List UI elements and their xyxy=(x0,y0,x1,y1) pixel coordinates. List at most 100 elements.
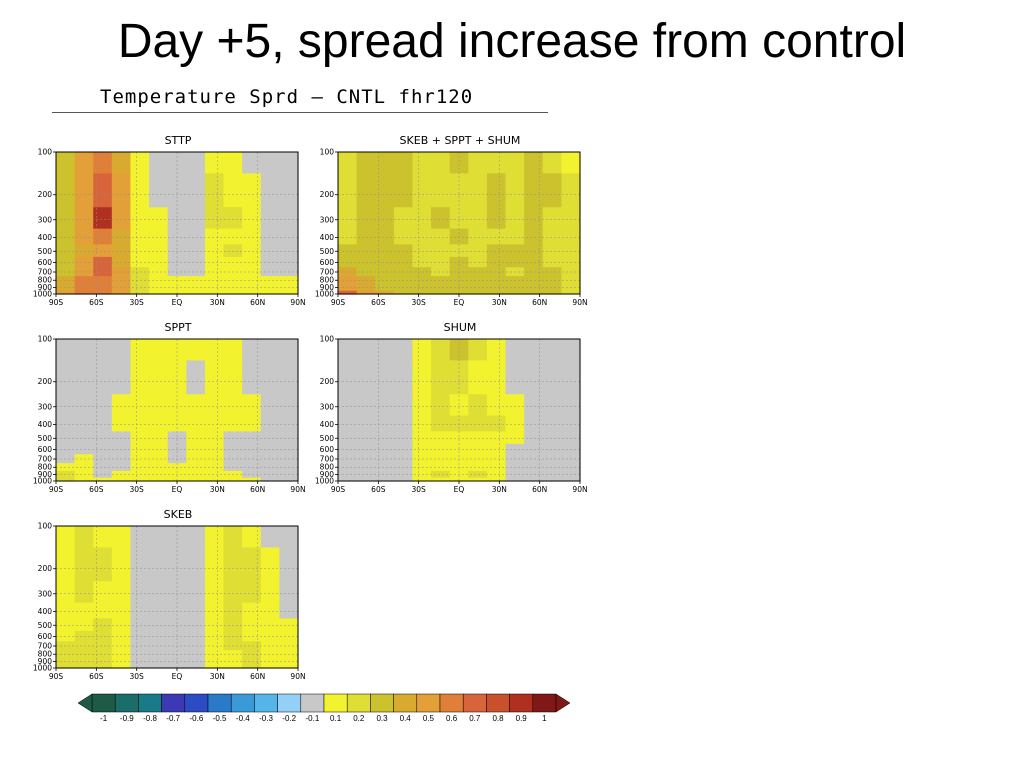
heatmap-cell xyxy=(223,664,243,669)
heatmap-cell xyxy=(356,152,376,174)
heatmap-cell xyxy=(242,207,262,230)
heatmap-cell xyxy=(412,152,432,174)
heatmap-cell xyxy=(468,394,488,417)
heatmap-cell xyxy=(242,454,262,464)
heatmap-cell xyxy=(111,431,132,445)
heatmap-cell xyxy=(431,477,451,482)
colorbar-label: -0.5 xyxy=(212,714,227,723)
heatmap-cell xyxy=(338,244,358,258)
heatmap-cell xyxy=(186,431,206,445)
heatmap-cell xyxy=(186,360,206,395)
heatmap-cell xyxy=(561,431,581,445)
y-tick-label: 1000 xyxy=(33,290,52,299)
heatmap-cell xyxy=(242,228,262,245)
heatmap-cell xyxy=(260,581,280,604)
panel-title: SHUM xyxy=(443,321,477,334)
heatmap-cell xyxy=(468,283,488,292)
colorbar-label: -0.1 xyxy=(305,714,320,723)
y-tick-label: 800 xyxy=(38,650,53,659)
heatmap-cell xyxy=(130,173,150,208)
heatmap-cell xyxy=(279,526,299,548)
heatmap-cell xyxy=(242,618,262,632)
heatmap-cell xyxy=(242,394,262,417)
heatmap-cell xyxy=(356,360,376,395)
heatmap-cell xyxy=(149,443,169,455)
colorbar-label: -0.4 xyxy=(235,714,250,723)
heatmap-cell xyxy=(204,228,225,245)
y-tick-label: 400 xyxy=(38,607,53,616)
heatmap-cell xyxy=(242,443,262,455)
heatmap-cell xyxy=(74,547,94,582)
heatmap-cell xyxy=(223,547,243,582)
heatmap-cell xyxy=(449,228,469,245)
heatmap-cell xyxy=(204,470,225,479)
colorbar-swatch xyxy=(416,693,441,713)
heatmap-cells xyxy=(56,526,299,669)
heatmap-cell xyxy=(93,581,113,604)
heatmap-cell xyxy=(412,207,432,230)
heatmap-cell xyxy=(130,431,150,445)
colorbar-swatch xyxy=(346,693,371,713)
heatmap-cell xyxy=(542,152,562,174)
heatmap-cell xyxy=(204,477,225,482)
heatmap-cell xyxy=(167,394,187,417)
heatmap-cell xyxy=(524,339,544,361)
heatmap-cell xyxy=(412,244,432,258)
heatmap-cell xyxy=(56,228,76,245)
x-tick-label: 30N xyxy=(210,672,225,681)
x-tick-label: 90S xyxy=(49,298,64,307)
heatmap-cell xyxy=(449,431,469,445)
heatmap-cell xyxy=(74,173,94,208)
colorbar-label: 0.4 xyxy=(399,714,411,723)
x-tick-label: EQ xyxy=(172,485,183,494)
heatmap-cell xyxy=(468,228,488,245)
heatmap-cell xyxy=(111,173,132,208)
y-tick-label: 300 xyxy=(38,215,53,224)
heatmap-cell xyxy=(338,394,358,417)
heatmap-cell xyxy=(561,477,581,482)
heatmap-cell xyxy=(260,290,280,295)
heatmap-cell xyxy=(412,394,432,417)
heatmap-cell xyxy=(93,267,113,277)
heatmap-cell xyxy=(242,470,262,479)
y-tick-label: 300 xyxy=(320,215,335,224)
heatmap-cell xyxy=(204,526,225,548)
heatmap-cell xyxy=(93,664,113,669)
heatmap-cell xyxy=(186,443,206,455)
heatmap-cell xyxy=(524,360,544,395)
heatmap-cell xyxy=(242,267,262,277)
heatmap-cell xyxy=(338,152,358,174)
y-tick-label: 700 xyxy=(320,268,335,277)
heatmap-cell xyxy=(149,526,169,548)
colorbar-label: 0.1 xyxy=(330,714,342,723)
heatmap-cell xyxy=(93,228,113,245)
heatmap-cell xyxy=(505,394,525,417)
heatmap-cell xyxy=(93,641,113,651)
x-tick-label: 60S xyxy=(89,485,104,494)
heatmap-cell xyxy=(93,173,113,208)
y-tick-label: 800 xyxy=(320,463,335,472)
heatmap-cell xyxy=(56,477,76,482)
heatmap-cell xyxy=(93,394,113,417)
heatmap-cell xyxy=(561,290,581,295)
panel-skeb-sppt-shum: SKEB + SPPT + SHUM 100 200 300 400 500 600 700… xyxy=(282,134,588,310)
y-tick-label: 900 xyxy=(38,470,53,479)
heatmap-cell xyxy=(186,394,206,417)
heatmap-cell xyxy=(111,360,132,395)
heatmap-cell xyxy=(468,454,488,464)
heatmap-cell xyxy=(356,244,376,258)
heatmap-cell xyxy=(111,394,132,417)
heatmap-cell xyxy=(393,152,414,174)
heatmap-cell xyxy=(56,618,76,632)
x-tick-label: 60S xyxy=(89,672,104,681)
heatmap-cell xyxy=(223,173,243,208)
heatmap-cell xyxy=(505,207,525,230)
heatmap-cell xyxy=(393,339,414,361)
heatmap-cell xyxy=(149,431,169,445)
y-tick-label: 500 xyxy=(38,621,53,630)
heatmap-cell xyxy=(449,152,469,174)
heatmap-cell xyxy=(393,394,414,417)
heatmap-cell xyxy=(542,228,562,245)
heatmap-cell xyxy=(204,207,225,230)
heatmap-cell xyxy=(279,173,299,208)
